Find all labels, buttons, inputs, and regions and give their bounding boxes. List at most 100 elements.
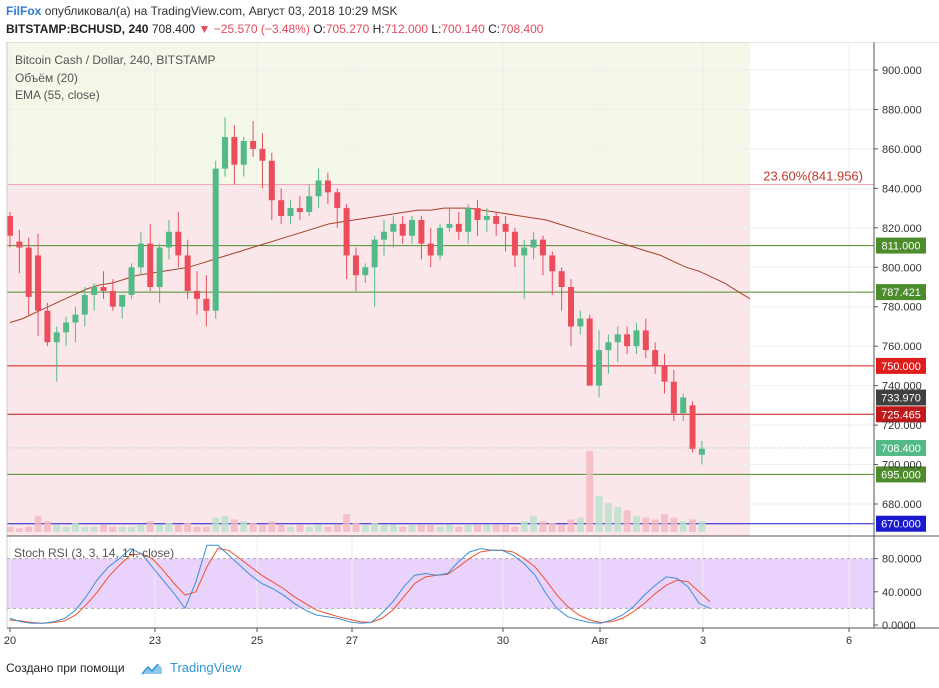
top-bar: FilFox опубликовал(а) на TradingView.com…	[0, 0, 939, 42]
candle-body	[427, 243, 434, 256]
candle-body	[614, 334, 621, 343]
candle-body	[390, 223, 397, 232]
volume-bar	[595, 496, 603, 532]
candle-body	[250, 141, 257, 149]
volume-bar	[623, 510, 631, 532]
x-tick-label: 6	[846, 635, 852, 647]
legend-ema: EMA (55, close)	[15, 88, 100, 102]
publish-line: FilFox опубликовал(а) на TradingView.com…	[6, 4, 398, 18]
volume-bar	[399, 526, 407, 532]
upper-zone	[7, 42, 750, 185]
candle-body	[259, 148, 266, 161]
y-tick-label: 900.000	[882, 65, 922, 77]
volume-bar	[324, 526, 332, 532]
ohlc-low-value: 700.140	[441, 22, 485, 36]
x-tick-label: 27	[346, 635, 358, 647]
level-tag	[876, 406, 926, 423]
candle-body	[212, 168, 219, 311]
candle-body	[25, 247, 32, 297]
down-triangle-icon: ▼	[198, 22, 211, 36]
candle-body	[81, 294, 88, 315]
volume-bar	[240, 521, 248, 532]
y-tick-label: 800.000	[882, 262, 922, 274]
y-tick-label: 740.000	[882, 381, 922, 393]
volume-bar	[464, 524, 472, 532]
volume-bar	[277, 524, 285, 532]
candle-body	[577, 318, 584, 327]
x-tick-label: 30	[497, 635, 509, 647]
candle-body	[119, 294, 126, 307]
volume-bar	[679, 521, 687, 532]
candle-body	[268, 160, 275, 201]
tradingview-logo-icon	[141, 663, 162, 675]
volume-bar	[567, 519, 575, 532]
volume-bar	[530, 515, 538, 532]
volume-bar	[417, 524, 425, 532]
candles	[7, 117, 705, 465]
candle-body	[596, 350, 603, 386]
stoch-tick-label: 0.0000	[882, 620, 916, 632]
volume-bar	[53, 524, 61, 532]
level-tag	[876, 466, 926, 483]
legend-volume: Объём (20)	[15, 71, 78, 85]
x-tick-label: 25	[251, 635, 263, 647]
candle-body	[147, 243, 154, 287]
volume-bar	[305, 526, 313, 532]
footer-text: Создано при помощи	[6, 661, 125, 675]
volume-bar	[258, 524, 266, 532]
candle-body	[203, 298, 210, 311]
price-chart[interactable]: 23.60%(841.956) 811.000 787.421 750.000 725…	[0, 42, 939, 652]
candle-body	[381, 231, 387, 240]
candle-body	[399, 223, 406, 236]
level-tag	[876, 515, 926, 532]
candle-body	[156, 247, 163, 287]
candle-body	[35, 255, 42, 311]
author-link[interactable]: FilFox	[6, 4, 42, 18]
ohlc-open-key: O:	[313, 22, 326, 36]
volume-bar	[146, 521, 154, 532]
candle-body	[240, 141, 247, 165]
level-tag-label: 670.000	[881, 519, 921, 531]
candle-body	[465, 208, 472, 232]
volume-bar	[361, 524, 369, 532]
axes: 900.000 880.000 860.000 840.000 820.000 800.0…	[4, 42, 939, 647]
published-text: опубликовал(а) на TradingView.com, Авгус…	[44, 4, 398, 18]
level-tag-label: 750.000	[881, 361, 921, 373]
volume-bar	[604, 503, 612, 532]
volume-bar	[6, 526, 14, 532]
ohlc-high-key: H:	[372, 22, 385, 36]
candle-body	[642, 330, 649, 351]
x-tick-label: 23	[149, 635, 161, 647]
ohlc-close-value: 708.400	[500, 22, 544, 36]
candle-body	[605, 342, 612, 351]
candle-body	[539, 239, 546, 256]
ohlc-close-key: C:	[488, 22, 501, 36]
candle-body	[334, 192, 341, 209]
y-tick-label: 840.000	[882, 183, 922, 195]
volume-bar	[492, 524, 500, 532]
volume-bar	[474, 524, 481, 532]
x-tick-label: 20	[4, 635, 16, 647]
level-tag-label: 787.421	[881, 287, 921, 299]
volume-bar	[389, 524, 397, 532]
y-tick-label: 780.000	[882, 302, 922, 314]
volume-bar	[436, 526, 444, 532]
stoch-tick-label: 80.0000	[882, 554, 922, 566]
volume-bar	[156, 524, 164, 532]
volume-bar	[230, 519, 238, 532]
volume-bars	[6, 451, 706, 532]
horizontal-levels[interactable]: 811.000 787.421 750.000 725.465 695.000 670.0…	[7, 237, 926, 532]
footer-brand-link[interactable]: TradingView	[170, 660, 242, 675]
volume-bar	[165, 523, 173, 532]
y-tick-label: 760.000	[882, 341, 922, 353]
candle-body	[53, 332, 60, 343]
volume-bar	[34, 515, 42, 532]
volume-bar	[455, 526, 463, 532]
candle-body	[165, 231, 172, 248]
candle-body	[109, 290, 116, 307]
volume-bar	[193, 526, 201, 532]
candle-body	[455, 223, 462, 232]
marker-tag-label: 708.400	[881, 443, 921, 455]
candle-body	[549, 255, 556, 272]
candle-body	[128, 267, 135, 295]
